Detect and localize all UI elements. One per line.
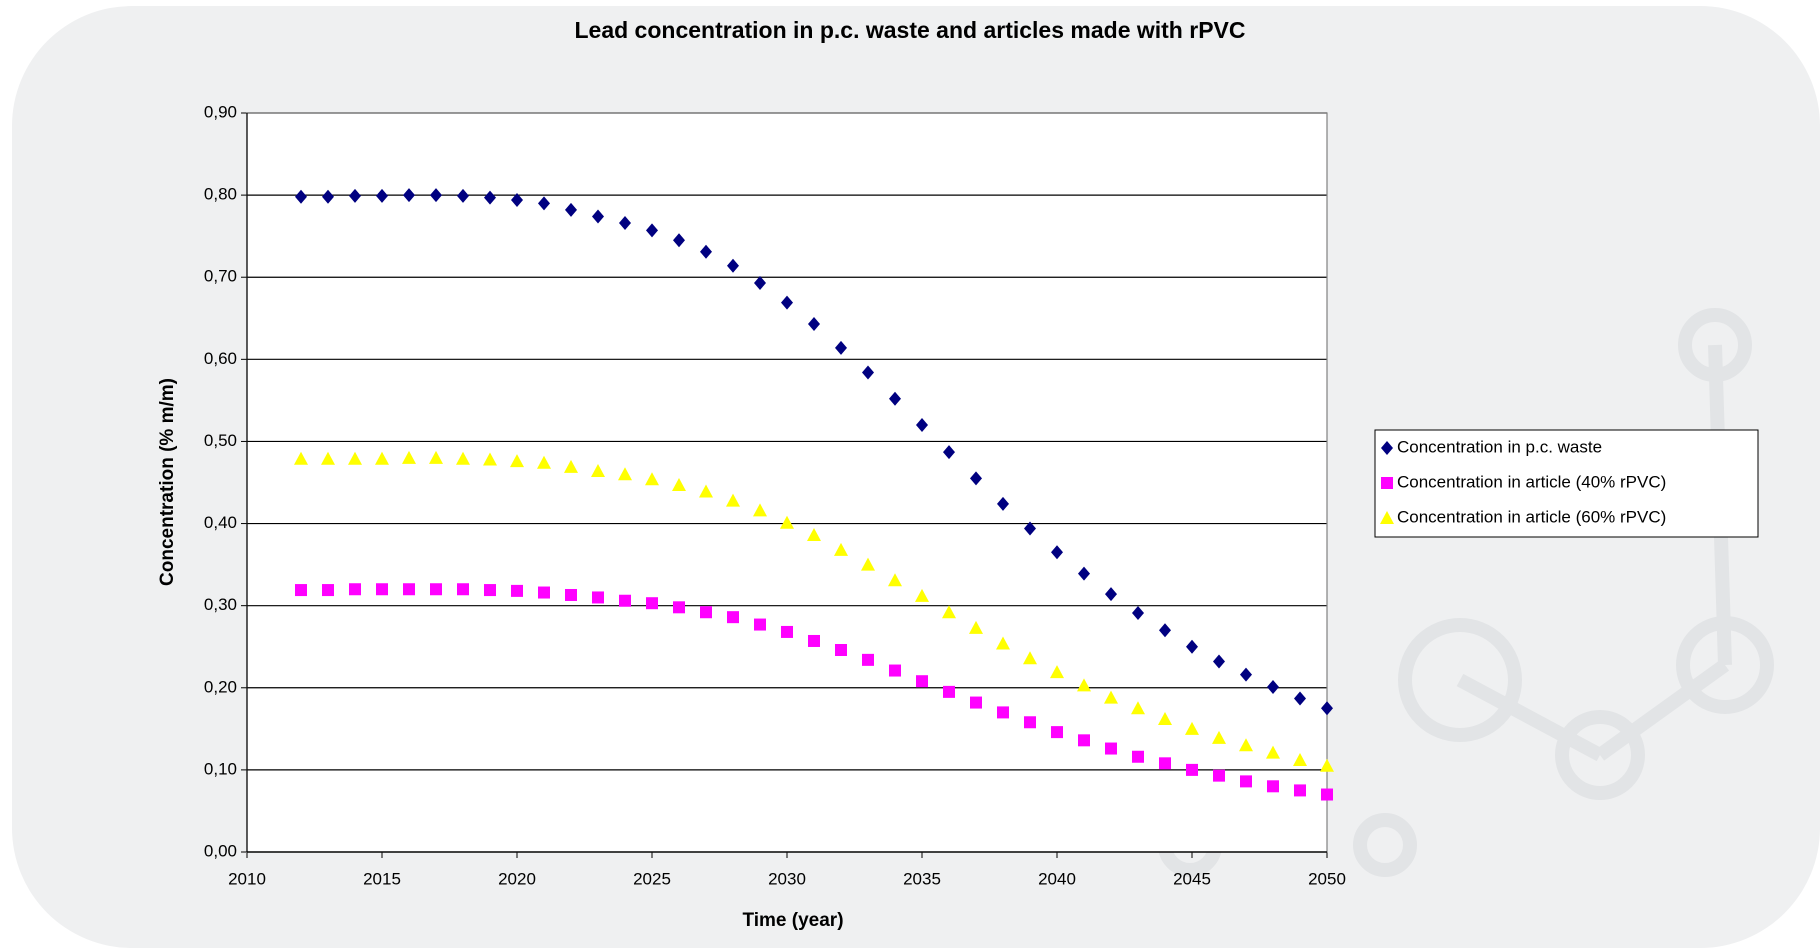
- x-tick-label: 2025: [633, 869, 671, 888]
- marker: [1105, 743, 1117, 755]
- marker: [808, 635, 820, 647]
- marker: [1321, 789, 1333, 801]
- marker: [862, 654, 874, 666]
- y-tick-label: 0,10: [204, 759, 237, 778]
- marker: [1186, 764, 1198, 776]
- marker: [1381, 477, 1393, 489]
- x-tick-label: 2010: [228, 869, 266, 888]
- chart: Lead concentration in p.c. waste and art…: [0, 0, 1820, 948]
- marker: [646, 597, 658, 609]
- x-axis-label: Time (year): [742, 910, 843, 931]
- marker: [295, 584, 307, 596]
- marker: [1024, 716, 1036, 728]
- marker: [727, 611, 739, 623]
- marker: [1213, 770, 1225, 782]
- marker: [619, 595, 631, 607]
- marker: [997, 706, 1009, 718]
- marker: [889, 665, 901, 677]
- x-tick-label: 2035: [903, 869, 941, 888]
- marker: [1051, 726, 1063, 738]
- marker: [943, 686, 955, 698]
- x-tick-label: 2045: [1173, 869, 1211, 888]
- legend-label: Concentration in p.c. waste: [1397, 437, 1602, 456]
- plot-area: [247, 113, 1327, 852]
- y-tick-label: 0,80: [204, 185, 237, 204]
- y-axis-label: Concentration (% m/m): [157, 378, 178, 586]
- chart-title: Lead concentration in p.c. waste and art…: [574, 17, 1245, 43]
- y-tick-label: 0,50: [204, 431, 237, 450]
- marker: [430, 583, 442, 595]
- marker: [1132, 751, 1144, 763]
- marker: [1078, 734, 1090, 746]
- marker: [1240, 775, 1252, 787]
- marker: [673, 601, 685, 613]
- legend-label: Concentration in article (60% rPVC): [1397, 507, 1666, 526]
- marker: [835, 644, 847, 656]
- marker: [322, 584, 334, 596]
- marker: [376, 583, 388, 595]
- marker: [700, 606, 712, 618]
- y-tick-label: 0,70: [204, 267, 237, 286]
- marker: [511, 585, 523, 597]
- marker: [754, 619, 766, 631]
- y-tick-label: 0,40: [204, 513, 237, 532]
- x-tick-label: 2015: [363, 869, 401, 888]
- marker: [457, 583, 469, 595]
- marker: [484, 584, 496, 596]
- marker: [538, 587, 550, 599]
- marker: [781, 626, 793, 638]
- marker: [916, 675, 928, 687]
- marker: [1267, 780, 1279, 792]
- marker: [565, 589, 577, 601]
- marker: [1294, 784, 1306, 796]
- y-tick-label: 0,00: [204, 841, 237, 860]
- marker: [592, 591, 604, 603]
- y-tick-label: 0,60: [204, 349, 237, 368]
- marker: [349, 583, 361, 595]
- marker: [403, 583, 415, 595]
- x-tick-label: 2030: [768, 869, 806, 888]
- page: {"chart_data": {"type": "scatter", "titl…: [0, 0, 1820, 948]
- x-tick-label: 2040: [1038, 869, 1076, 888]
- y-tick-label: 0,90: [204, 102, 237, 121]
- y-tick-label: 0,30: [204, 595, 237, 614]
- marker: [1159, 757, 1171, 769]
- legend-label: Concentration in article (40% rPVC): [1397, 472, 1666, 491]
- y-tick-label: 0,20: [204, 677, 237, 696]
- marker: [970, 697, 982, 709]
- x-tick-label: 2020: [498, 869, 536, 888]
- x-tick-label: 2050: [1308, 869, 1346, 888]
